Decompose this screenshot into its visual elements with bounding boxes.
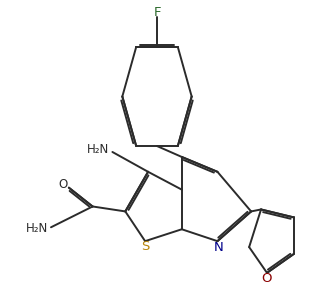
Text: N: N [214, 241, 224, 254]
Text: F: F [153, 6, 161, 19]
Text: O: O [262, 272, 272, 285]
Text: H₂N: H₂N [26, 222, 48, 235]
Text: H₂N: H₂N [87, 142, 109, 155]
Text: O: O [58, 178, 67, 191]
Text: S: S [141, 240, 149, 253]
